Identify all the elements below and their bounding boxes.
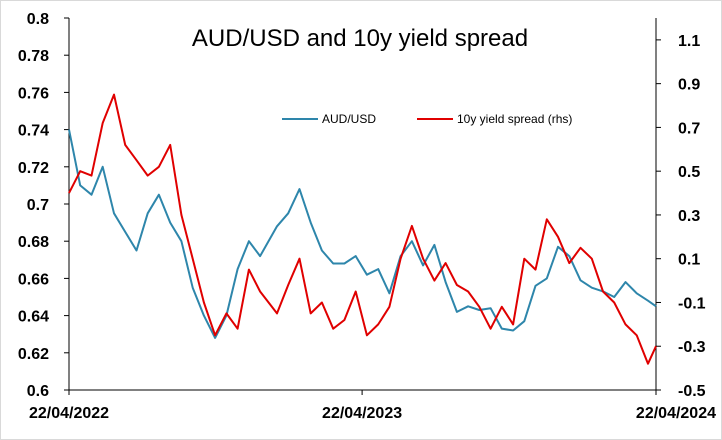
series-line-yield-spread	[68, 93, 657, 365]
legend-label-audusd: AUD/USD	[322, 112, 376, 126]
x-tick-label: 22/04/2022	[29, 405, 109, 422]
y-left-tick-label: 0.76	[18, 85, 49, 102]
y-left-tick-label: 0.78	[18, 48, 49, 65]
y-right-tick-label: -0.1	[678, 295, 706, 312]
y-right-tick-label: 0.7	[678, 120, 700, 137]
y-left-tick-label: 0.74	[18, 123, 49, 140]
y-right-tick-label: 0.3	[678, 208, 700, 225]
y-right-tick-label: 0.5	[678, 164, 700, 181]
y-right-tick-label: 0.9	[678, 77, 700, 94]
legend-label-yield-spread: 10y yield spread (rhs)	[457, 112, 572, 126]
legend: AUD/USD 10y yield spread (rhs)	[282, 112, 572, 126]
y-left-tick-label: 0.66	[18, 271, 49, 288]
y-left-tick-label: 0.62	[18, 346, 49, 363]
x-tick-label: 22/04/2024	[636, 405, 716, 422]
y-left-tick-label: 0.68	[18, 234, 49, 251]
y-left-tick-label: 0.8	[27, 11, 49, 28]
y-right-tick-label: -0.3	[678, 339, 706, 356]
chart-title: AUD/USD and 10y yield spread	[192, 25, 528, 52]
y-right-tick-label: 1.1	[678, 33, 700, 50]
series-layer	[68, 93, 657, 365]
y-left-tick-label: 0.64	[18, 309, 49, 326]
y-right-tick-label: 0.1	[678, 252, 700, 269]
y-left-tick-label: 0.72	[18, 160, 49, 177]
y-left-tick-label: 0.7	[27, 197, 49, 214]
y-left-tick-label: 0.6	[27, 383, 49, 400]
y-right-tick-label: -0.5	[678, 383, 706, 400]
series-line-audusd	[68, 129, 657, 339]
x-tick-label: 22/04/2023	[322, 405, 402, 422]
axes: 0.6 0.62 0.64 0.66 0.68 0.7 0.72 0.74 0.76 0.78 0.…	[18, 11, 716, 422]
